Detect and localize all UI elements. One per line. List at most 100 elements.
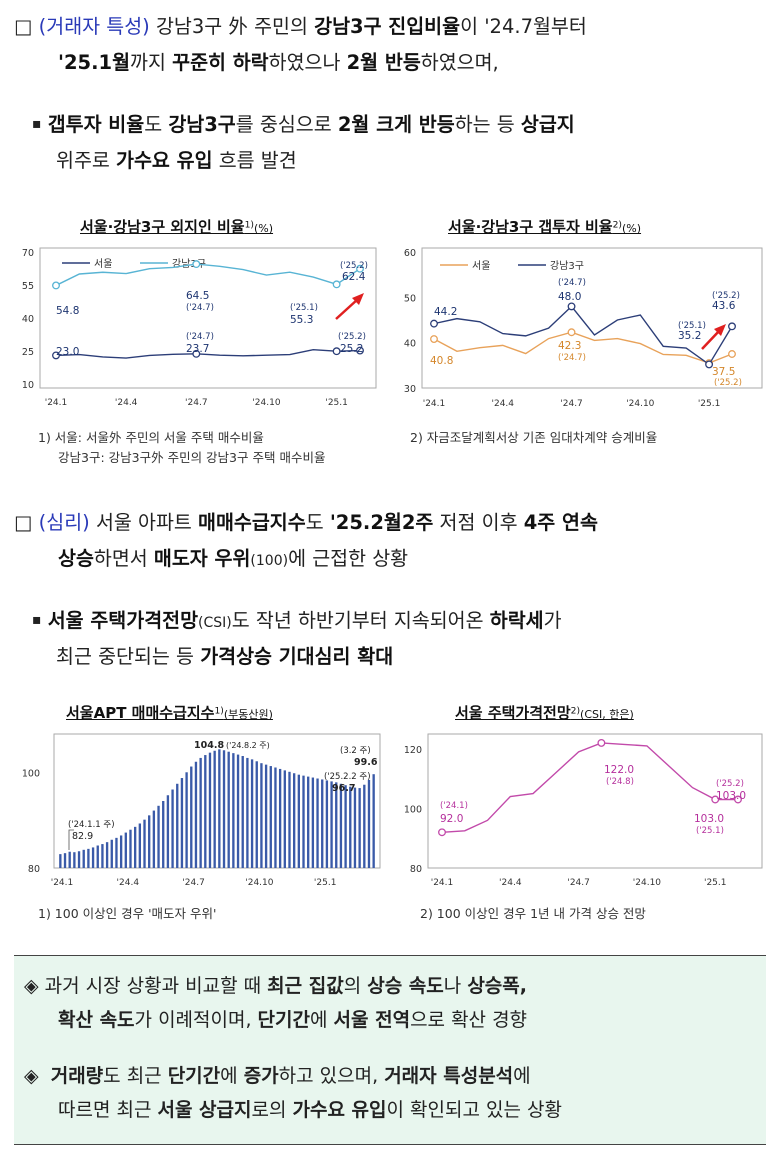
section1-line2: '25.1월까지 꾸준히 하락하였으나 2월 반등하였으며, (58, 46, 758, 79)
text: 강남3구 外 주민의 (155, 15, 315, 38)
text-bold: 증가 (243, 1065, 279, 1087)
c1-series-line (55, 263, 361, 287)
text: 서울 아파트 (89, 511, 199, 534)
c1-label-g-end: 62.4 (342, 271, 366, 283)
c1-label-g-mid-d: ('24.7) (186, 303, 214, 313)
chart3-plot-frame (53, 733, 381, 869)
c1-label-s-end-d: ('25.2) (338, 332, 366, 342)
text: 가 (543, 609, 562, 632)
c1-xtick: '25.1 (325, 398, 348, 408)
c2-series-line (433, 331, 733, 364)
text: 에 (513, 1065, 531, 1087)
c3-bar (297, 774, 301, 868)
c2-label-g-low-d: ('25.1) (678, 321, 706, 331)
c1-label-s-mid-d: ('24.7) (186, 332, 214, 342)
c3-bar (283, 770, 286, 868)
chart2-note: 2) 자금조달계획서상 기존 임대차계약 승계비율 (410, 428, 657, 448)
c1-point (52, 351, 60, 360)
text-bold: 상승 (58, 547, 94, 570)
text-bold: 상승폭, (467, 975, 527, 997)
text-bold: 최근 집값 (267, 975, 344, 997)
c1-label-g-end-d: ('25.2) (340, 261, 368, 271)
c3-bar (176, 783, 179, 868)
c3-bar (218, 749, 221, 868)
c1-point (332, 280, 341, 289)
c4-point (597, 738, 606, 747)
c1-label-s-end: 25.2 (340, 343, 363, 355)
c2-label-s-mid: 42.3 (558, 340, 581, 352)
summary-row1a: ◈ 과거 시장 상황과 비교할 때 최근 집값의 상승 속도나 상승폭, (24, 970, 759, 1003)
c4-label-start: 92.0 (440, 813, 463, 825)
text-bold: 가수요 유입 (116, 149, 213, 172)
c3-bar (194, 761, 198, 868)
note-line: 강남3구: 강남3구外 주민의 강남3구 주택 매수비율 (58, 450, 326, 465)
c3-bar (264, 764, 268, 868)
text-bold: 매도자 우위 (153, 547, 251, 570)
text: (CSI) (198, 615, 232, 631)
text: 이 확인되고 있는 상황 (386, 1099, 562, 1121)
c3-bar (232, 753, 235, 868)
c1-xtick: '24.10 (252, 398, 281, 408)
c2-point (728, 350, 736, 358)
c3-bar (208, 752, 212, 868)
text: 하는 등 (454, 113, 521, 136)
c3-bar (77, 851, 81, 868)
text-bold: 서울 상급지 (157, 1099, 252, 1121)
c3-bar (119, 835, 123, 868)
c3-bar (213, 750, 216, 868)
c3-bar (96, 845, 99, 868)
section2-sub-line1: ▪ 서울 주택가격전망(CSI)도 작년 하반기부터 지속되어온 하락세가 (32, 604, 772, 640)
c3-bar (292, 773, 296, 868)
c2-label-s-start: 40.8 (430, 355, 453, 367)
section1-tag: (거래자 특성) (38, 15, 150, 38)
section1-sub-line2: 위주로 가수요 유입 흐름 발견 (56, 144, 756, 177)
text: 하고 있으며, (278, 1065, 385, 1087)
chart1-unit: (%) (254, 222, 274, 235)
section2-line2: 상승하면서 매도자 우위(100)에 근접한 상황 (58, 542, 758, 578)
c3-bar (372, 774, 375, 868)
c3-bar (349, 786, 352, 868)
text: 하면서 (93, 547, 154, 570)
c4-label-low: 103.0 (694, 813, 724, 825)
c3-bar (358, 788, 361, 868)
text-bold: 꾸준히 하락 (172, 51, 269, 74)
c4-xtick: '25.1 (704, 878, 727, 888)
c3-bar (269, 766, 272, 868)
text-bold: 2월 반등 (346, 51, 421, 74)
c3-bar (307, 776, 310, 868)
c2-label-g-end-d: ('25.2) (712, 291, 740, 301)
c2-xtick: '24.10 (626, 399, 655, 409)
text: 까지 (130, 51, 173, 74)
c4-label-end: 103.0 (716, 790, 746, 802)
c3-bar (302, 775, 305, 868)
c4-label-peak: 122.0 (604, 764, 634, 776)
text-bold: 상승 속도 (367, 975, 444, 997)
c3-start-leader (68, 829, 74, 850)
c2-xtick: '24.1 (423, 399, 446, 409)
note-line: 1) 서울: 서울外 주민의 서울 주택 매수비율 (38, 430, 264, 445)
chart3-title: 서울APT 매매수급지수1)(부동산원) (66, 702, 273, 723)
c3-bar (199, 757, 202, 868)
text-bold: 갭투자 비율 (47, 113, 145, 136)
c3-bar (190, 766, 193, 868)
c3-bar (339, 783, 343, 868)
c2-ytick: 40 (404, 339, 416, 350)
text-bold: 거래량 (50, 1065, 104, 1087)
summary-row1b: 확산 속도가 이례적이며, 단기간에 서울 전역으로 확산 경향 (58, 1004, 758, 1037)
section2-tag: (심리) (38, 511, 90, 534)
text-bold: 강남3구 (168, 113, 236, 136)
c3-bar (246, 757, 249, 868)
text-bold: 거래자 특성분석 (384, 1065, 514, 1087)
text: 하였으나 (268, 51, 347, 74)
c2-xtick: '24.7 (560, 399, 583, 409)
text: 에 (310, 1009, 334, 1031)
c4-label-end-d: ('25.2) (716, 779, 744, 789)
text-bold: 2월 크게 반등 (337, 113, 455, 136)
text-bold: 서울 전역 (333, 1009, 411, 1031)
chart1-sup: 1) (244, 219, 254, 231)
c2-ytick: 30 (404, 384, 416, 395)
legend-gangnam: 강남3구 (550, 260, 584, 272)
c3-bar (274, 767, 277, 868)
c2-label-g-end: 43.6 (712, 300, 736, 312)
c3-bar (316, 778, 319, 868)
